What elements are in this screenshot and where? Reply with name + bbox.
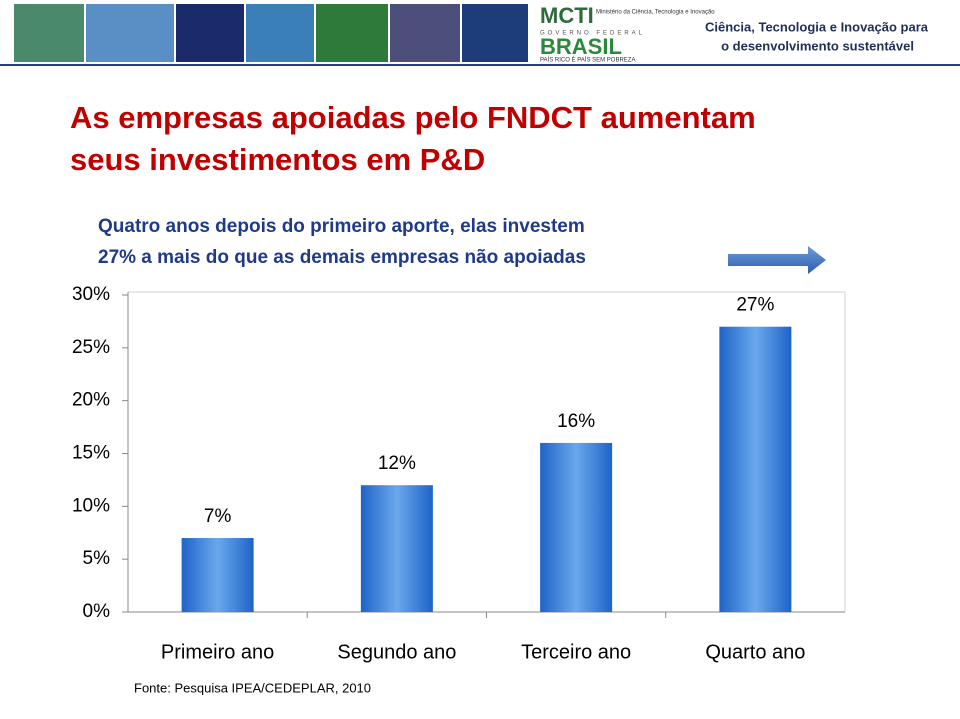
x-tick-label: Quarto ano: [705, 641, 805, 663]
bar: [181, 538, 254, 612]
data-label: 12%: [378, 453, 416, 474]
tagline: o desenvolvimento sustentável: [721, 38, 914, 53]
logo-text: MCTI: [540, 3, 594, 28]
source: Fonte: Pesquisa IPEA/CEDEPLAR, 2010: [134, 680, 371, 695]
ministry: Ministério da Ciência, Tecnologia e Inov…: [596, 10, 715, 16]
arrow: [728, 246, 826, 274]
y-tick-label: 10%: [72, 495, 110, 516]
data-label: 16%: [557, 411, 595, 432]
chart-subtitle: 27% a mais do que as demais empresas não…: [98, 247, 586, 268]
x-tick-label: Primeiro ano: [161, 641, 274, 663]
government: GOVERNO FEDERAL: [540, 31, 645, 37]
bar: [360, 485, 433, 612]
country: BRASIL: [540, 34, 622, 59]
data-label: 7%: [204, 506, 232, 527]
logo: MCTI Ministério da Ciência, Tecnologia e…: [540, 3, 715, 64]
x-tick-label: Terceiro ano: [521, 641, 631, 663]
y-tick-label: 20%: [72, 390, 110, 411]
slide-title: As empresas apoiadas pelo FNDCT aumentam: [70, 100, 756, 135]
y-tick-label: 15%: [72, 443, 110, 464]
photo-strip: [0, 4, 960, 66]
bar: [540, 442, 613, 612]
y-tick-label: 0%: [83, 601, 111, 622]
motto: PAÍS RICO É PAÍS SEM POBREZA: [540, 57, 635, 64]
x-tick-label: Segundo ano: [337, 641, 456, 663]
slide-title: seus investimentos em P&D: [70, 142, 485, 177]
chart-subtitle: Quatro anos depois do primeiro aporte, e…: [98, 216, 585, 237]
tagline: Ciência, Tecnologia e Inovação para: [705, 19, 929, 34]
y-tick-label: 25%: [72, 337, 110, 358]
data-label: 27%: [736, 295, 774, 316]
y-tick-label: 30%: [72, 284, 110, 305]
bar: [719, 326, 792, 612]
y-tick-label: 5%: [83, 548, 111, 569]
